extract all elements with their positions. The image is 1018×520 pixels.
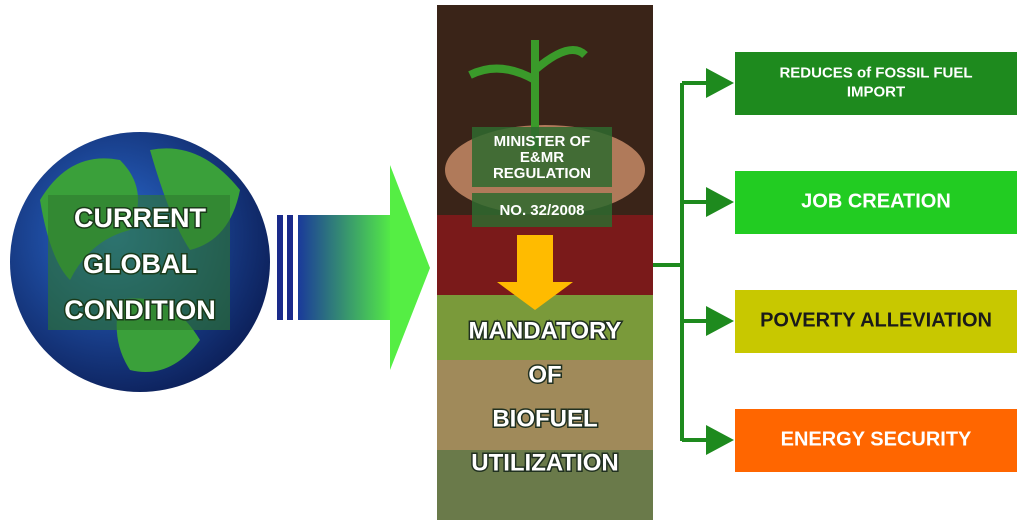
connector-arrowhead xyxy=(706,425,734,455)
outcome-label: JOB CREATION xyxy=(801,190,951,212)
outcome-label: ENERGY SECURITY xyxy=(781,428,972,450)
connector-arrowhead xyxy=(706,306,734,336)
photo-column xyxy=(437,5,653,520)
source-line: CONDITION xyxy=(64,295,216,325)
regulation-number: NO. 32/2008 xyxy=(499,202,584,219)
regulation-line: E&MR xyxy=(520,149,564,166)
regulation-line: REGULATION xyxy=(493,165,591,182)
connectors xyxy=(653,83,682,441)
source-line: GLOBAL xyxy=(83,249,197,279)
connector-arrowhead xyxy=(706,187,734,217)
main-arrow xyxy=(277,165,430,370)
connector-arrowhead xyxy=(706,68,734,98)
policy-line: UTILIZATION xyxy=(471,449,619,476)
diagram: CURRENTGLOBALCONDITION MINISTER OFE&MRRE… xyxy=(0,0,1018,520)
outcome-label: IMPORT xyxy=(847,83,905,100)
regulation-line: MINISTER OF xyxy=(494,133,591,150)
policy-line: OF xyxy=(528,361,561,388)
policy-line: BIOFUEL xyxy=(492,405,597,432)
source-text: CURRENT GLOBAL CONDITION xyxy=(64,203,216,325)
outcomes: REDUCES of FOSSIL FUEL IMPORT JOB CREATION… xyxy=(682,52,1017,472)
outcome-label: POVERTY ALLEVIATION xyxy=(760,309,992,331)
outcome-label: REDUCES of FOSSIL FUEL xyxy=(779,64,972,81)
source-line: CURRENT xyxy=(74,203,207,233)
policy-line: MANDATORY xyxy=(469,317,622,344)
